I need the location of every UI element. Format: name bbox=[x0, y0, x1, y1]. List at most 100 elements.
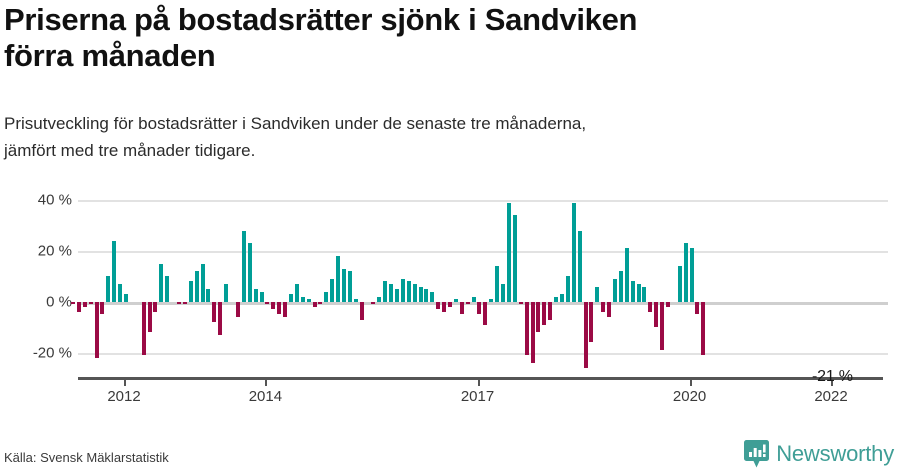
bar bbox=[259, 291, 264, 302]
bar bbox=[383, 281, 388, 302]
bar bbox=[442, 301, 447, 312]
bar bbox=[206, 289, 211, 302]
bar bbox=[660, 301, 665, 351]
bar bbox=[554, 296, 559, 302]
bar bbox=[530, 301, 535, 363]
bar bbox=[571, 202, 576, 302]
bar bbox=[501, 284, 506, 302]
bar bbox=[436, 301, 441, 310]
bar bbox=[524, 301, 529, 356]
bar bbox=[224, 284, 229, 302]
x-axis-tick bbox=[831, 377, 833, 386]
bar bbox=[288, 294, 293, 302]
bar bbox=[165, 276, 170, 302]
bar bbox=[70, 301, 75, 305]
bar bbox=[518, 301, 523, 305]
bar bbox=[630, 281, 635, 302]
bar bbox=[448, 301, 453, 307]
page-subtitle: Prisutveckling för bostadsrätter i Sandv… bbox=[4, 114, 587, 160]
bar bbox=[182, 301, 187, 305]
bar bbox=[294, 284, 299, 302]
bar bbox=[400, 278, 405, 302]
bar bbox=[666, 301, 671, 307]
x-axis-line bbox=[78, 377, 883, 380]
bar bbox=[453, 299, 458, 302]
bar bbox=[477, 301, 482, 315]
bar bbox=[536, 301, 541, 333]
bar bbox=[359, 301, 364, 320]
bar bbox=[159, 263, 164, 302]
bar bbox=[247, 243, 252, 302]
x-axis-tick-label: 2022 bbox=[814, 388, 848, 405]
bar bbox=[377, 296, 382, 302]
bar bbox=[642, 286, 647, 302]
bar bbox=[695, 301, 700, 315]
source-note: Källa: Svensk Mäklarstatistik bbox=[4, 450, 169, 465]
bar bbox=[353, 299, 358, 302]
x-axis-tick-label: 2017 bbox=[460, 388, 495, 405]
bar bbox=[336, 256, 341, 302]
bar bbox=[341, 268, 346, 302]
bar bbox=[601, 301, 606, 312]
bar bbox=[324, 291, 329, 302]
bar bbox=[430, 291, 435, 302]
bar bbox=[689, 248, 694, 302]
bar bbox=[76, 301, 81, 312]
bar bbox=[595, 286, 600, 302]
bar bbox=[212, 301, 217, 323]
bar bbox=[418, 286, 423, 302]
page-title: Priserna på bostadsrätter sjönk i Sandvi… bbox=[4, 2, 638, 73]
bar bbox=[235, 301, 240, 318]
bar bbox=[330, 278, 335, 302]
bar bbox=[677, 266, 682, 302]
y-axis-tick-label: 20 % bbox=[37, 242, 72, 260]
gridline-0 bbox=[78, 301, 888, 305]
bar bbox=[312, 301, 317, 307]
bar bbox=[200, 263, 205, 302]
bar bbox=[306, 299, 311, 302]
bar bbox=[683, 243, 688, 302]
bar bbox=[654, 301, 659, 328]
gridline-40 bbox=[78, 200, 888, 203]
bar bbox=[607, 301, 612, 318]
bar bbox=[583, 301, 588, 368]
bar bbox=[424, 289, 429, 302]
bar bbox=[283, 301, 288, 318]
newsworthy-logo[interactable]: Newsworthy bbox=[744, 440, 894, 468]
bar bbox=[300, 296, 305, 302]
bar bbox=[589, 301, 594, 343]
bar bbox=[636, 284, 641, 302]
bar bbox=[318, 301, 323, 305]
bar bbox=[512, 215, 517, 302]
bar bbox=[253, 289, 258, 302]
bar bbox=[412, 284, 417, 302]
bar bbox=[577, 230, 582, 302]
bar bbox=[141, 301, 146, 356]
bar bbox=[648, 301, 653, 312]
bar bbox=[347, 271, 352, 302]
newsworthy-wordmark: Newsworthy bbox=[776, 441, 894, 466]
bar bbox=[465, 301, 470, 305]
newsworthy-bar-chart-pin-icon bbox=[744, 440, 770, 468]
bar bbox=[100, 301, 105, 315]
bar bbox=[618, 271, 623, 302]
plot-area bbox=[70, 190, 888, 378]
bar bbox=[188, 281, 193, 302]
x-axis-tick bbox=[477, 377, 480, 386]
bar bbox=[459, 301, 464, 315]
bar-chart: 40 % 20 % 0 % -20 % 2012 2014 2017 2020 2022 -2… bbox=[0, 190, 900, 405]
bar bbox=[483, 301, 488, 325]
bar bbox=[559, 294, 564, 302]
bar bbox=[613, 278, 617, 302]
bar bbox=[112, 240, 117, 302]
bar bbox=[701, 301, 706, 356]
last-value-label: -21 % bbox=[812, 368, 853, 385]
x-axis-tick-label: 2020 bbox=[672, 388, 707, 405]
bar bbox=[94, 301, 99, 358]
bar bbox=[548, 301, 553, 320]
bar bbox=[389, 284, 394, 302]
bar bbox=[471, 296, 476, 302]
bar bbox=[265, 301, 270, 305]
bar bbox=[177, 301, 182, 305]
